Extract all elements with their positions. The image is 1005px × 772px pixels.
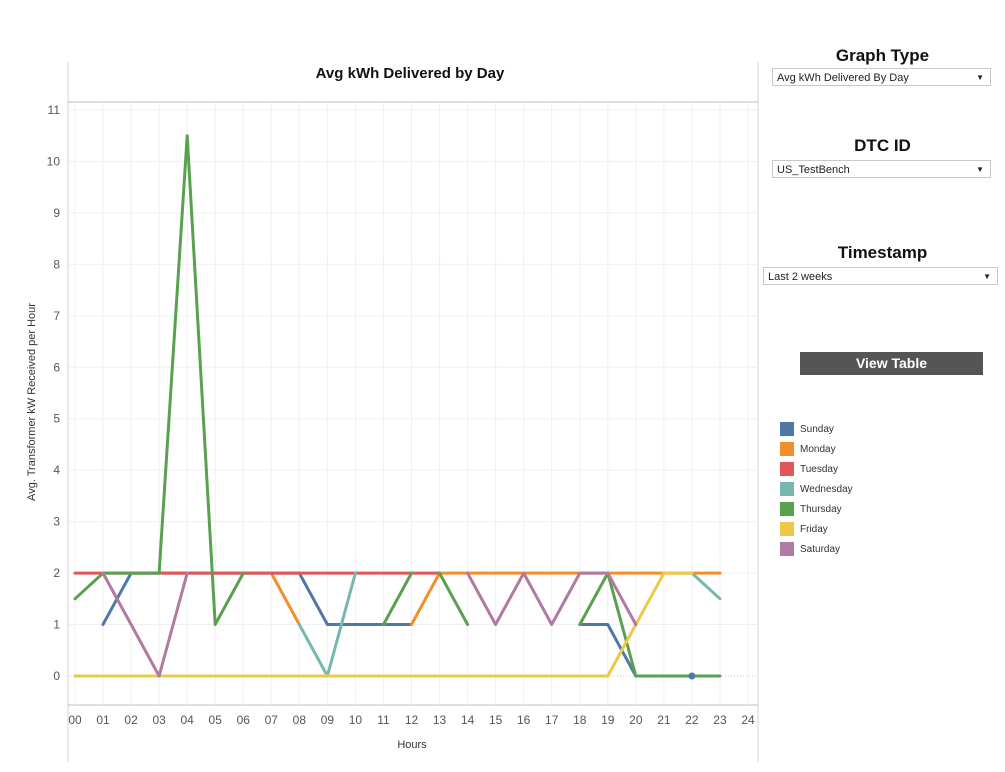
- legend-label: Sunday: [800, 423, 834, 435]
- x-tick-label: 07: [265, 713, 279, 727]
- x-tick-label: 05: [209, 713, 223, 727]
- legend-item[interactable]: Sunday: [780, 419, 853, 439]
- x-tick-label: 17: [545, 713, 559, 727]
- series-line-thursday: [382, 571, 413, 626]
- line-chart: Avg kWh Delivered by Day0123456789101100…: [26, 62, 759, 762]
- legend-swatch: [780, 442, 794, 456]
- timestamp-title: Timestamp: [837, 243, 928, 262]
- graph-type-title: Graph Type: [835, 46, 930, 65]
- x-tick-label: 19: [601, 713, 615, 727]
- legend-item[interactable]: Friday: [780, 519, 853, 539]
- x-tick-label: 08: [293, 713, 307, 727]
- control-panel: Graph Type Avg kWh Delivered By Day ▼ DT…: [760, 0, 1005, 772]
- y-tick-label: 0: [53, 669, 60, 683]
- legend-swatch: [780, 542, 794, 556]
- x-tick-label: 18: [573, 713, 587, 727]
- legend-swatch: [780, 522, 794, 536]
- chevron-down-icon: ▼: [976, 165, 984, 174]
- x-tick-label: 16: [517, 713, 531, 727]
- legend-label: Thursday: [800, 503, 842, 515]
- series-line-saturday: [466, 571, 638, 626]
- timestamp-select[interactable]: Last 2 weeks ▼: [763, 267, 998, 285]
- x-tick-label: 01: [96, 713, 110, 727]
- x-tick-label: 15: [489, 713, 503, 727]
- legend-item[interactable]: Saturday: [780, 539, 853, 559]
- x-tick-label: 23: [713, 713, 727, 727]
- y-tick-label: 1: [53, 618, 60, 632]
- y-tick-label: 10: [47, 154, 61, 168]
- x-tick-label: 03: [152, 713, 166, 727]
- chevron-down-icon: ▼: [983, 272, 991, 281]
- series-line-sunday: [101, 571, 413, 626]
- x-tick-label: 00: [68, 713, 82, 727]
- y-tick-label: 5: [53, 412, 60, 426]
- x-tick-label: 24: [741, 713, 755, 727]
- x-tick-label: 14: [461, 713, 475, 727]
- legend-swatch: [780, 462, 794, 476]
- legend-label: Monday: [800, 443, 836, 455]
- x-tick-label: 09: [321, 713, 335, 727]
- data-point-marker: [688, 672, 696, 680]
- series-line-friday: [73, 571, 694, 678]
- dtc-id-value: US_TestBench: [777, 164, 850, 176]
- y-tick-label: 9: [53, 206, 60, 220]
- chart-area: Avg kWh Delivered by Day 0 1 2 3 4 5 6 7 8 9 10 11 00…: [26, 62, 759, 762]
- y-tick-label: 2: [53, 566, 60, 580]
- series-line-saturday: [101, 571, 189, 678]
- legend-item[interactable]: Wednesday: [780, 479, 853, 499]
- x-tick-label: 22: [685, 713, 699, 727]
- x-tick-label: 10: [349, 713, 363, 727]
- legend-label: Tuesday: [800, 463, 838, 475]
- timestamp-value: Last 2 weeks: [768, 271, 833, 283]
- series-line-wednesday: [690, 571, 722, 601]
- legend-item[interactable]: Thursday: [780, 499, 853, 519]
- x-tick-label: 02: [124, 713, 138, 727]
- x-tick-label: 11: [377, 713, 390, 727]
- legend-label: Wednesday: [800, 483, 853, 495]
- y-tick-label: 4: [53, 463, 60, 477]
- series-line-thursday: [438, 571, 470, 626]
- x-axis-label: Hours: [397, 739, 427, 751]
- graph-type-value: Avg kWh Delivered By Day: [777, 72, 909, 84]
- x-tick-label: 12: [405, 713, 419, 727]
- x-tick-label: 13: [433, 713, 447, 727]
- legend-swatch: [780, 502, 794, 516]
- y-tick-label: 11: [48, 103, 61, 117]
- chevron-down-icon: ▼: [976, 73, 984, 82]
- y-axis-label: Avg. Transformer kW Received per Hour: [26, 303, 38, 501]
- chart-title: Avg kWh Delivered by Day: [316, 65, 505, 82]
- legend-label: Friday: [800, 523, 828, 535]
- legend-label: Saturday: [800, 543, 841, 555]
- graph-type-select[interactable]: Avg kWh Delivered By Day ▼: [772, 68, 991, 86]
- x-tick-label: 20: [629, 713, 643, 727]
- legend-item[interactable]: Tuesday: [780, 459, 853, 479]
- x-tick-label: 06: [237, 713, 251, 727]
- legend-swatch: [780, 422, 794, 436]
- y-tick-label: 3: [53, 515, 60, 529]
- x-tick-label: 04: [180, 713, 194, 727]
- dtc-id-title: DTC ID: [854, 136, 911, 155]
- view-table-button[interactable]: View Table: [800, 352, 983, 375]
- legend-item[interactable]: Monday: [780, 439, 853, 459]
- y-tick-label: 6: [53, 360, 60, 374]
- legend: Sunday Monday Tuesday Wednesday Thursday…: [780, 419, 853, 559]
- legend-swatch: [780, 482, 794, 496]
- series-line-thursday: [578, 571, 722, 678]
- y-tick-label: 8: [53, 257, 60, 271]
- y-tick-label: 7: [53, 309, 60, 323]
- dtc-id-select[interactable]: US_TestBench ▼: [772, 160, 991, 178]
- x-tick-label: 21: [657, 713, 671, 727]
- series-line-monday: [269, 571, 301, 626]
